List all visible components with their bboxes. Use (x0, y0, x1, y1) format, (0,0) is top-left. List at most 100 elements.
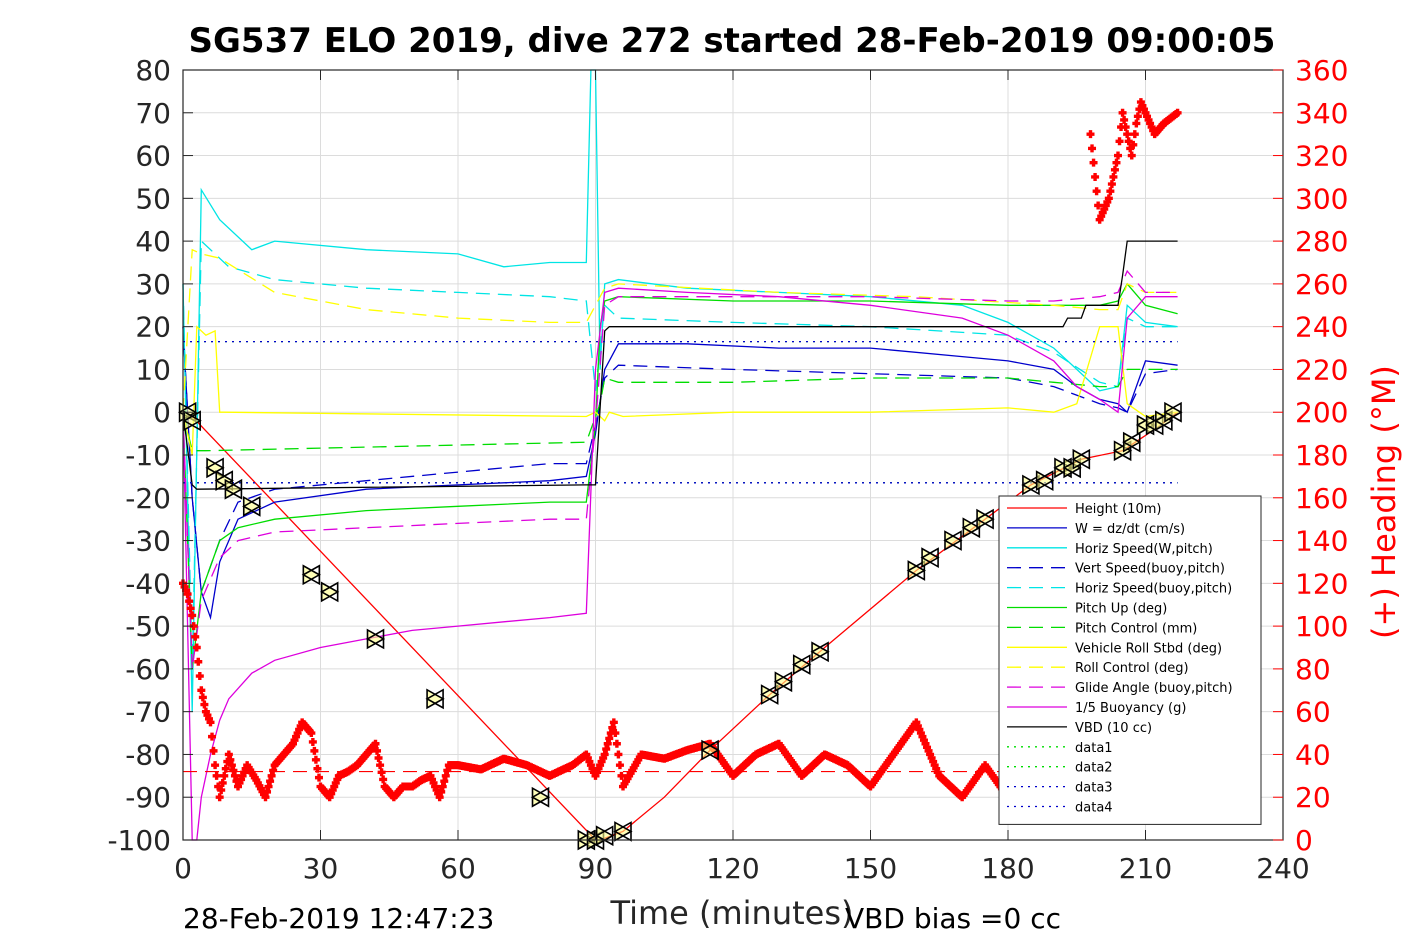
legend-entry-label: VBD (10 cc) (1075, 721, 1152, 736)
y-tick-label: 10 (135, 353, 171, 386)
profile-marker-left (920, 547, 939, 569)
y2-tick-label: 340 (1295, 97, 1348, 130)
heading-point (1088, 144, 1097, 153)
heading-point (1114, 151, 1122, 160)
heading-point (307, 729, 316, 738)
y-tick-label: 80 (135, 54, 171, 87)
y-tick-label: -80 (125, 738, 171, 771)
y2-tick-label: 60 (1295, 696, 1331, 729)
heading-point (1092, 187, 1101, 196)
heading-point (186, 604, 195, 613)
heading-point (617, 771, 626, 780)
series-line (182, 287, 1178, 841)
x-tick-label: 0 (174, 852, 192, 885)
heading-point (1109, 172, 1118, 181)
marker-layer (177, 401, 1183, 851)
y2-tick-label: 120 (1295, 567, 1348, 600)
x-axis-label: Time (minutes) (610, 894, 854, 932)
footer-vbd-bias: VBD bias =0 cc (845, 902, 1061, 935)
series-line (182, 240, 1178, 490)
series-line (182, 269, 1178, 669)
y-tick-label: -50 (125, 610, 171, 643)
y-tick-label: -40 (125, 567, 171, 600)
legend-box (998, 495, 1262, 825)
heading-point (373, 746, 382, 755)
y2-tick-label: 80 (1295, 653, 1331, 686)
profile-marker-left (301, 564, 321, 586)
series-line (182, 368, 1178, 452)
heading-point (191, 632, 200, 641)
heading-point (1129, 140, 1138, 149)
legend-entry-label: Vehicle Roll Stbd (deg) (1075, 641, 1222, 656)
heading-point (1107, 180, 1116, 189)
heading-point (1106, 187, 1115, 196)
heading-point (611, 729, 620, 738)
heading-point (209, 746, 218, 755)
profile-marker-left (530, 786, 550, 808)
heading-point (310, 746, 319, 755)
profile-marker-left (810, 641, 829, 663)
heading-point (221, 764, 230, 773)
profile-marker-left (205, 457, 224, 479)
y-tick-label: -90 (125, 781, 171, 814)
y2-tick-label: 0 (1295, 824, 1313, 857)
heading-point (609, 718, 618, 727)
heading-point (1118, 108, 1127, 117)
y-tick-label: 40 (135, 225, 171, 258)
legend-entry-label: Pitch Control (mm) (1075, 621, 1197, 636)
x-tick-label: 150 (844, 852, 897, 885)
heading-point (200, 700, 209, 709)
legend-entry-label: W = dz/dt (cm/s) (1075, 522, 1185, 537)
y2-tick-label: 240 (1295, 311, 1348, 344)
heading-point (1091, 172, 1100, 181)
profile-marker-left (975, 508, 994, 530)
profile-marker-left (223, 478, 243, 500)
x-tick-label: 180 (981, 852, 1034, 885)
y-tick-label: 50 (135, 182, 171, 215)
x-tick-label: 240 (1256, 852, 1309, 885)
y-tick-label: -70 (125, 696, 171, 729)
footer-timestamp: 28-Feb-2019 12:47:23 (183, 902, 494, 935)
heading-point (211, 761, 220, 770)
heading-point (314, 773, 323, 782)
heading-point (1173, 108, 1182, 117)
series-line (182, 239, 1178, 669)
legend-entry-label: Glide Angle (buoy,pitch) (1075, 681, 1233, 696)
heading-point (183, 590, 192, 599)
heading-point (1104, 194, 1113, 203)
profile-marker-left (1154, 410, 1173, 432)
x-tick-label: 60 (440, 852, 476, 885)
x-tick-label: 30 (303, 852, 339, 885)
profile-marker-left (1035, 470, 1054, 492)
profile-marker-left (613, 821, 632, 842)
heading-point (615, 761, 624, 770)
profile-marker-left (365, 628, 385, 650)
heading-point (1130, 130, 1139, 139)
chart-title: SG537 ELO 2019, dive 272 started 28-Feb-… (189, 21, 1276, 61)
profile-marker-left (700, 739, 719, 761)
y2-tick-label: 160 (1295, 482, 1348, 515)
y-tick-label: -10 (125, 439, 171, 472)
y-tick-label: -60 (125, 653, 171, 686)
heading-point (374, 754, 383, 763)
heading-point (1127, 151, 1136, 160)
profile-marker-left (943, 530, 962, 551)
legend-entry-label: Horiz Speed(buoy,pitch) (1075, 582, 1232, 597)
y-tick-label: -20 (125, 482, 171, 515)
heading-point (1112, 158, 1121, 167)
profile-marker-left (214, 470, 234, 492)
y-tick-label: 20 (135, 311, 171, 344)
profile-marker-left (906, 560, 926, 581)
profile-marker-left (760, 684, 779, 705)
profile-marker-left (1122, 431, 1141, 453)
heading-point (377, 768, 386, 777)
heading-point (194, 657, 203, 666)
legend-entry-label: Horiz Speed(W,pitch) (1075, 542, 1213, 557)
y-tick-label: 60 (135, 140, 171, 173)
heading-point (313, 764, 322, 773)
y2-tick-label: 260 (1295, 268, 1348, 301)
ticks: 0 30 60 90 120 150 180 210 24080706050403020100-… (107, 54, 1348, 885)
profile-marker-left (320, 581, 339, 603)
heading-point (212, 771, 221, 780)
